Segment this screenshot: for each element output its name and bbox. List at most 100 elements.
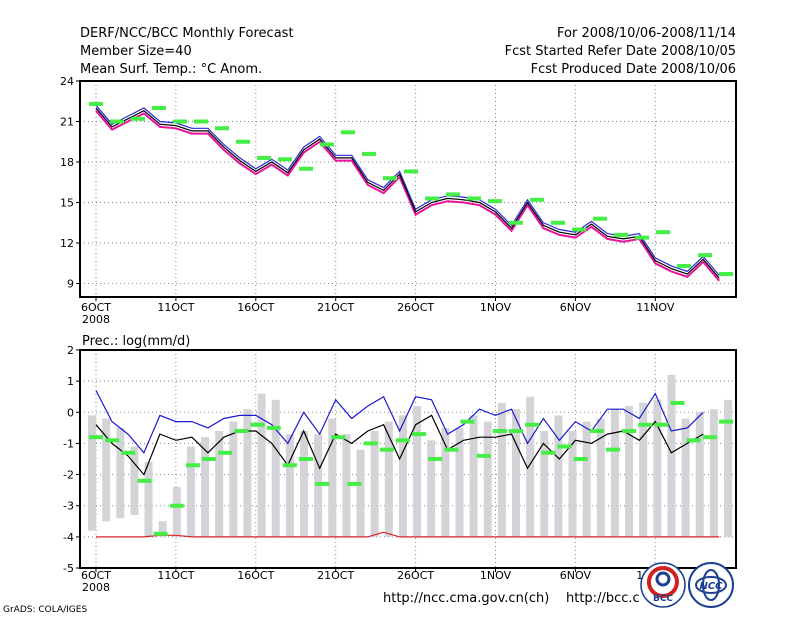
prec-observation-marker [89, 435, 103, 440]
prec-observation-marker [412, 432, 427, 437]
temp-observation-marker [341, 130, 355, 135]
prec-range-bar [370, 430, 379, 537]
x-tick-label: 6NOV [560, 301, 592, 314]
prec-range-bar [441, 427, 450, 537]
prec-range-bar [88, 415, 96, 531]
x-tick-label: 11NOV [636, 301, 675, 314]
prec-range-bar [413, 406, 422, 537]
x-tick-label: 6OCT [81, 301, 111, 314]
y-tick-label: 18 [60, 156, 74, 169]
prec-observation-marker [492, 428, 507, 433]
prec-observation-marker [202, 457, 217, 461]
x-tick-label: 6NOV [560, 569, 592, 582]
y-tick-label: 2 [67, 344, 74, 357]
temp-observation-marker [677, 263, 691, 268]
prec-range-bar [625, 406, 634, 537]
prec-range-bar [144, 462, 153, 537]
ncc-url-link[interactable]: http://ncc.cma.gov.cn(ch) [383, 591, 550, 606]
temp-observation-marker [719, 272, 733, 277]
prec-range-bar [427, 440, 436, 537]
prec-observation-marker [460, 419, 475, 424]
y-tick-label: -4 [63, 531, 74, 544]
prec-range-bar [300, 430, 308, 537]
prec-observation-marker [250, 422, 265, 427]
bcc-logo: BCC [640, 562, 686, 608]
prec-lower-line [95, 414, 704, 476]
x-tick-label: 11OCT [157, 301, 194, 314]
prec-range-bar [596, 418, 605, 537]
x-tick-label: 21OCT [317, 301, 354, 314]
prec-observation-marker [654, 422, 669, 427]
temp-lower-line [95, 110, 720, 282]
x-tick-label: 16OCT [237, 301, 274, 314]
x-tick-year-label: 2008 [82, 581, 110, 594]
forecast-period-label: For 2008/10/06-2008/11/14 [557, 26, 736, 41]
temp-observation-marker [173, 119, 187, 124]
produced-date-label: Fcst Produced Date 2008/10/06 [530, 62, 736, 77]
temp-observation-marker [236, 139, 250, 144]
prec-range-bar [681, 418, 690, 537]
y-tick-label: 0 [67, 406, 74, 419]
temp-observation-marker [383, 176, 397, 181]
prec-observation-marker [315, 481, 330, 486]
prec-range-bar [667, 374, 676, 537]
y-tick-label: -5 [63, 562, 74, 575]
temperature-panel-frame [79, 80, 737, 298]
y-tick-label: 9 [67, 278, 74, 291]
x-tick-label: 26OCT [397, 301, 434, 314]
prec-observation-marker [428, 457, 443, 461]
y-tick-label: -3 [63, 500, 74, 513]
prec-range-bar [158, 521, 167, 537]
prec-observation-marker [541, 450, 556, 455]
temp-observation-marker [320, 142, 334, 147]
prec-observation-marker [444, 447, 459, 452]
prec-observation-marker [702, 435, 717, 440]
prec-range-bar [384, 421, 393, 537]
prec-observation-marker [299, 457, 313, 461]
prec-range-bar [526, 396, 535, 537]
y-tick-label: -2 [63, 469, 74, 482]
prec-range-bar [130, 446, 139, 516]
temp-observation-marker [131, 116, 145, 121]
prec-range-bar [328, 418, 337, 537]
temp-observation-marker [698, 253, 712, 258]
temp-observation-marker [446, 192, 460, 197]
prec-observation-marker [476, 453, 491, 458]
temp-observation-marker [425, 196, 439, 201]
prec-range-bar [243, 409, 252, 537]
prec-observation-marker [363, 441, 378, 446]
temp-observation-marker [593, 216, 607, 221]
y-tick-label: 12 [60, 237, 74, 250]
prec-observation-marker [686, 438, 701, 443]
bcc-url-link[interactable]: http://bcc.c [566, 591, 640, 606]
prec-range-bar [201, 437, 210, 537]
prec-range-bar [653, 399, 662, 537]
x-tick-label: 26OCT [397, 569, 434, 582]
prec-observation-marker [266, 425, 281, 430]
temp-observation-marker [551, 220, 565, 225]
grads-credit: GrADS: COLA/IGES [3, 605, 88, 615]
prec-range-bar [568, 430, 577, 537]
prec-observation-marker [395, 438, 410, 443]
prec-observation-marker [169, 503, 184, 508]
prec-observation-marker [589, 428, 604, 433]
prec-observation-marker [509, 428, 523, 433]
temperature-variable-label: Mean Surf. Temp.: °C Anom. [80, 62, 263, 77]
temp-upper-line [95, 104, 720, 276]
prec-observation-marker [137, 478, 152, 483]
prec-range-bar [483, 421, 492, 537]
x-tick-label: 1NOV [480, 569, 512, 582]
y-tick-label: 15 [60, 197, 74, 210]
precipitation-panel-frame [79, 349, 737, 569]
prec-observation-marker [121, 450, 136, 455]
y-tick-label: 1 [67, 375, 74, 388]
svg-text:BCC: BCC [653, 594, 673, 604]
prec-range-bar [639, 402, 648, 537]
prec-observation-marker [282, 463, 297, 468]
x-tick-label: 21OCT [317, 569, 354, 582]
temp-observation-marker [110, 119, 124, 124]
prec-observation-marker [605, 447, 620, 452]
prec-range-bar [469, 415, 478, 537]
x-tick-year-label: 2008 [82, 313, 110, 326]
